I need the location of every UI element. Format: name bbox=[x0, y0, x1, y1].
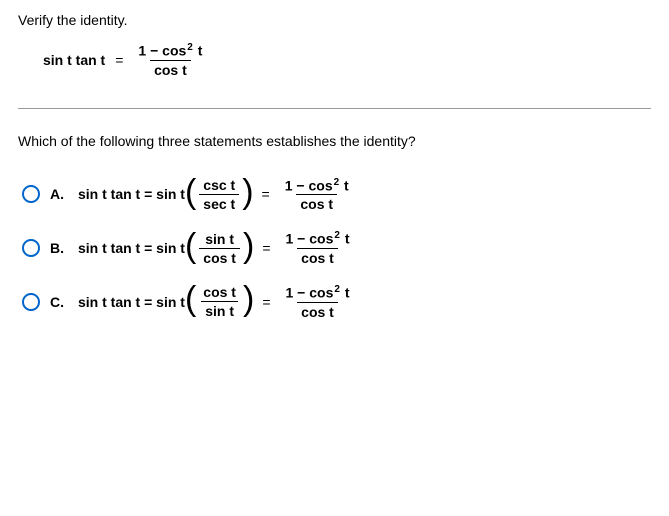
choice-b-inner-frac: sin t cos t bbox=[199, 231, 240, 266]
identity-rhs-fraction: 1 − cos2 t cos t bbox=[134, 42, 206, 78]
rhs-num-part-a: 1 − cos bbox=[138, 43, 186, 59]
equals-sign: = bbox=[262, 186, 270, 202]
choice-a-rhs-frac: 1 − cos2 t cos t bbox=[281, 177, 353, 213]
choice-c-rhs-den: cos t bbox=[297, 302, 338, 320]
close-paren: ) bbox=[242, 179, 253, 206]
open-paren: ( bbox=[185, 286, 196, 313]
section-divider bbox=[18, 108, 651, 109]
choice-b-rhs-frac: 1 − cos2 t cos t bbox=[282, 230, 354, 266]
choice-c-letter: C. bbox=[50, 294, 68, 310]
choice-c[interactable]: C. sin t tan t = sin t ( cos t sin t ) =… bbox=[22, 284, 651, 320]
question-text: Which of the following three statements … bbox=[18, 133, 651, 149]
choice-b-inner-num: sin t bbox=[201, 231, 238, 248]
identity-equation: sin t tan t = 1 − cos2 t cos t bbox=[43, 42, 651, 78]
choice-c-inner-den: sin t bbox=[201, 301, 238, 319]
identity-lhs: sin t tan t bbox=[43, 52, 105, 68]
choice-b-rhs-den: cos t bbox=[297, 248, 338, 266]
choice-c-lhs: sin t tan t = sin t bbox=[78, 294, 185, 310]
choice-c-inner-frac: cos t sin t bbox=[199, 284, 240, 319]
open-paren: ( bbox=[185, 233, 196, 260]
radio-c[interactable] bbox=[22, 293, 40, 311]
choice-c-rhs-frac: 1 − cos2 t cos t bbox=[282, 284, 354, 320]
choice-c-rhs-num-a: 1 − cos bbox=[286, 285, 334, 301]
choice-a-rhs-num-b: t bbox=[340, 177, 349, 193]
choice-a-rhs-den: cos t bbox=[296, 194, 337, 212]
choice-a-inner-den: sec t bbox=[199, 194, 239, 212]
choice-b-rhs-num-b: t bbox=[341, 231, 350, 247]
choice-b[interactable]: B. sin t tan t = sin t ( sin t cos t ) =… bbox=[22, 230, 651, 266]
instruction-text: Verify the identity. bbox=[18, 12, 651, 28]
choice-c-rhs-exp: 2 bbox=[334, 284, 340, 295]
close-paren: ) bbox=[243, 233, 254, 260]
close-paren: ) bbox=[243, 286, 254, 313]
choice-a-inner-num: csc t bbox=[199, 177, 239, 194]
choice-c-rhs-num-b: t bbox=[341, 285, 350, 301]
rhs-num-exp: 2 bbox=[187, 42, 193, 53]
choice-a-inner-frac: csc t sec t bbox=[199, 177, 239, 212]
choice-a-letter: A. bbox=[50, 186, 68, 202]
rhs-den: cos t bbox=[150, 60, 191, 78]
choice-b-rhs-exp: 2 bbox=[334, 230, 340, 241]
choice-b-letter: B. bbox=[50, 240, 68, 256]
choice-b-lhs: sin t tan t = sin t bbox=[78, 240, 185, 256]
radio-b[interactable] bbox=[22, 239, 40, 257]
choice-a-lhs: sin t tan t = sin t bbox=[78, 186, 185, 202]
equals-sign: = bbox=[262, 294, 270, 310]
open-paren: ( bbox=[185, 179, 196, 206]
choice-b-inner-den: cos t bbox=[199, 248, 240, 266]
choice-c-inner-num: cos t bbox=[199, 284, 240, 301]
radio-a[interactable] bbox=[22, 185, 40, 203]
choice-a-rhs-exp: 2 bbox=[334, 177, 340, 188]
choice-b-rhs-num-a: 1 − cos bbox=[286, 231, 334, 247]
rhs-num-part-b: t bbox=[194, 43, 203, 59]
equals-sign: = bbox=[262, 240, 270, 256]
equals-sign: = bbox=[115, 52, 123, 68]
choice-a-rhs-num-a: 1 − cos bbox=[285, 177, 333, 193]
choice-a[interactable]: A. sin t tan t = sin t ( csc t sec t ) =… bbox=[22, 177, 651, 213]
